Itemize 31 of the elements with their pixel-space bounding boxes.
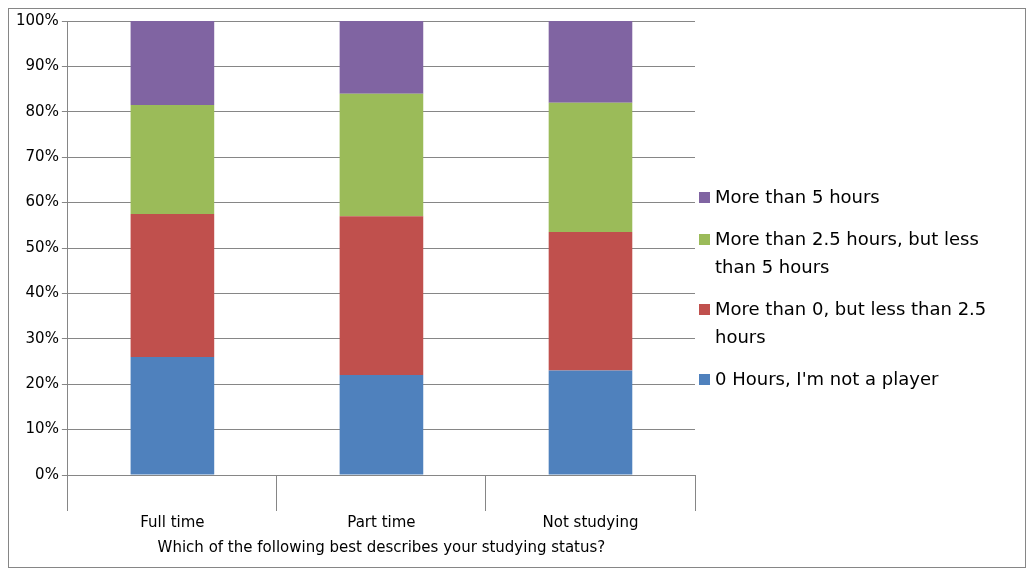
y-tick-label: 60%: [25, 192, 59, 211]
bar: [130, 21, 215, 105]
legend-label: More than 2.5 hours, but less than 5 hours: [715, 227, 980, 279]
x-axis-title: Which of the following best describes your studying status?: [157, 537, 606, 556]
y-tick-label: 10%: [25, 419, 59, 438]
bar: [548, 370, 633, 475]
bar: [130, 104, 215, 214]
bar: [548, 102, 633, 233]
bar: [548, 21, 633, 103]
x-tick-label: Full time: [140, 512, 205, 531]
bar: [339, 21, 424, 94]
bar: [548, 232, 633, 371]
y-tick-label: 100%: [15, 10, 59, 29]
y-tick-label: 70%: [25, 147, 59, 166]
bar: [130, 356, 215, 475]
x-tick-label: Not studying: [542, 512, 639, 531]
y-tick-label: 0%: [35, 464, 59, 483]
y-tick-label: 20%: [25, 374, 59, 393]
legend-label: More than 0, but less than 2.5 hours: [715, 297, 988, 349]
bar: [130, 213, 215, 357]
bar: [339, 375, 424, 475]
bar: [339, 93, 424, 217]
legend-label: More than 5 hours: [715, 185, 880, 209]
x-tick-label: Part time: [347, 512, 416, 531]
y-tick-label: 50%: [25, 237, 59, 256]
legend-label: 0 Hours, I'm not a player: [715, 367, 939, 391]
y-tick-label: 40%: [25, 283, 59, 302]
bar: [339, 216, 424, 376]
y-tick-label: 90%: [25, 56, 59, 75]
y-tick-label: 80%: [25, 101, 59, 120]
y-tick-label: 30%: [25, 328, 59, 347]
